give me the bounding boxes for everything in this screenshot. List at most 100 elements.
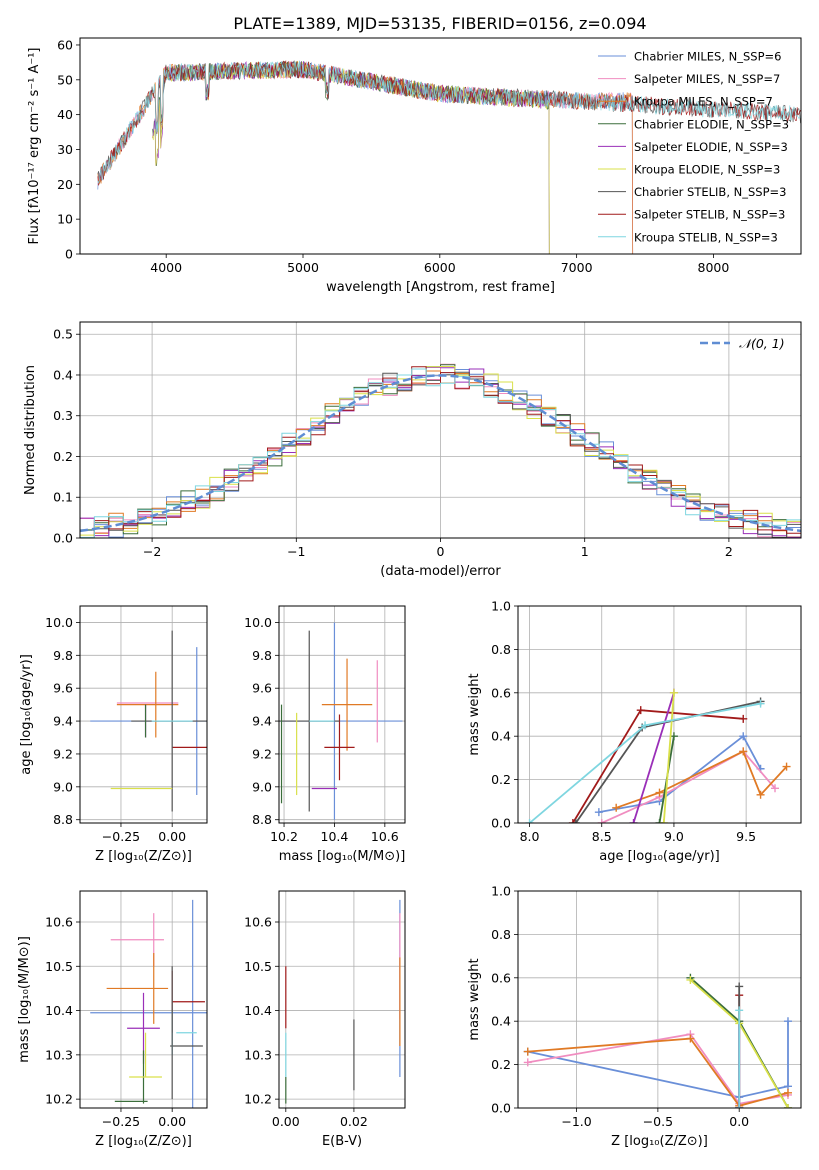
y-tick-label: 10.2 — [45, 1092, 73, 1107]
x-tick-label: −0.25 — [102, 829, 140, 844]
legend: 𝒩(0, 1) — [700, 336, 785, 351]
legend-entry: Chabrier ELODIE, N_SSP=3 — [634, 117, 789, 131]
weight-marker — [523, 1047, 532, 1056]
x-tick-label: 0.00 — [158, 1114, 186, 1129]
axes-frame — [79, 321, 802, 539]
plot-area — [90, 899, 207, 1108]
y-tick-label: 10.4 — [45, 1003, 73, 1018]
weight-marker — [641, 721, 650, 730]
y-tick-label: 0.2 — [491, 1057, 511, 1072]
y-tick-label: 10.5 — [45, 959, 73, 974]
panel-massweight_vs_Z: −1.0 −0.5 0.0 0.0 0.2 0.4 0.6 0.8 1.0 Z [log₁₀(Z/… — [467, 884, 802, 1149]
y-tick-label: 8.8 — [53, 812, 73, 827]
y-tick-label: 10.0 — [45, 615, 73, 630]
plot-area — [97, 59, 801, 254]
weight-marker — [568, 819, 577, 823]
legend-entry: Kroupa ELODIE, N_SSP=3 — [634, 163, 780, 177]
weight-marker — [597, 819, 606, 823]
x-tick-label: 8.0 — [520, 829, 540, 844]
legend-entry: Kroupa MILES, N_SSP=7 — [634, 95, 773, 109]
x-tick-label: 8.5 — [592, 829, 612, 844]
legend-entry: Kroupa STELIB, N_SSP=3 — [634, 230, 778, 244]
weight-marker — [739, 732, 748, 741]
weight-line — [632, 692, 675, 823]
y-tick-label: 10 — [57, 212, 73, 227]
y-tick-label: 0 — [65, 247, 73, 262]
legend-entry: Chabrier STELIB, N_SSP=3 — [634, 185, 786, 199]
y-tick-label: 10.3 — [45, 1047, 73, 1062]
legend: Chabrier MILES, N_SSP=6 Salpeter MILES, N… — [598, 50, 789, 244]
y-tick-label: 20 — [57, 177, 73, 192]
y-tick-label: 0.2 — [491, 772, 511, 787]
plot-area — [279, 622, 403, 820]
axes-frame — [517, 605, 802, 824]
weight-marker — [782, 762, 791, 771]
page-title: PLATE=1389, MJD=53135, FIBERID=0156, z=0… — [233, 14, 646, 33]
axes-frame — [79, 890, 208, 1109]
y-tick-label: 9.6 — [53, 681, 73, 696]
axes-frame — [79, 37, 802, 255]
x-axis-label: wavelength [Angstrom, rest frame] — [326, 280, 555, 295]
y-axis-label: mass weight — [467, 673, 482, 755]
panel-age_vs_mass: 10.2 10.4 10.6 8.8 9.0 9.2 9.4 9.6 9.8 10.0 mass [… — [244, 605, 406, 864]
spectrum-line — [97, 59, 801, 180]
x-tick-label: 0.00 — [158, 829, 186, 844]
x-tick-label: −1.0 — [561, 1114, 591, 1129]
x-tick-label: 9.0 — [664, 829, 684, 844]
x-tick-label: −0.5 — [643, 1114, 673, 1129]
y-tick-label: 8.8 — [252, 812, 272, 827]
weight-marker — [612, 803, 621, 812]
weight-marker — [783, 1104, 792, 1108]
x-tick-label: 4000 — [150, 260, 182, 275]
axes-frame — [79, 605, 208, 824]
panel-residuals: −2 −1 0 1 2 0.0 0.1 0.2 0.3 0.4 0.5 (data-model)/er… — [23, 321, 802, 579]
panel-mass_vs_EBV: 0.00 0.02 10.2 10.3 10.4 10.5 10.6 E(B-V) — [244, 890, 406, 1149]
panel-mass_vs_Z: −0.25 0.00 10.2 10.3 10.4 10.5 10.6 Z [log₁₀(Z/… — [17, 890, 208, 1149]
weight-marker — [594, 808, 603, 817]
weight-marker — [756, 699, 765, 708]
weight-marker — [756, 790, 765, 799]
x-tick-label: 0.0 — [729, 1114, 749, 1129]
y-tick-label: 40 — [57, 107, 73, 122]
x-axis-label: Z [log₁₀(Z/Z⊙)] — [95, 1134, 192, 1149]
y-tick-label: 50 — [57, 72, 73, 87]
weight-line — [601, 750, 776, 823]
weight-line — [572, 709, 744, 823]
weight-marker — [735, 1006, 744, 1015]
x-tick-label: 10.2 — [270, 829, 298, 844]
weight-marker — [735, 1104, 744, 1108]
y-tick-label: 9.4 — [53, 714, 73, 729]
weight-line — [598, 734, 762, 813]
axes-frame — [517, 890, 802, 1109]
weight-marker — [659, 819, 668, 823]
spectrum-line — [97, 60, 634, 254]
spectrum-line — [152, 60, 550, 254]
histogram-series — [80, 368, 801, 538]
normal-curve — [80, 374, 801, 533]
y-tick-label: 0.0 — [491, 816, 511, 831]
weight-marker — [655, 788, 664, 797]
plot-area — [523, 973, 792, 1108]
y-tick-label: 9.8 — [252, 648, 272, 663]
weight-marker — [686, 1034, 695, 1043]
x-tick-label: 0 — [437, 544, 445, 559]
weight-marker — [523, 1058, 532, 1067]
weight-marker — [571, 819, 580, 823]
axes-frame — [278, 605, 406, 824]
y-tick-label: 0.4 — [53, 367, 73, 382]
y-tick-label: 0.4 — [491, 1014, 511, 1029]
y-tick-label: 0.5 — [53, 327, 73, 342]
x-tick-label: 7000 — [561, 260, 593, 275]
weight-marker — [783, 1017, 792, 1026]
x-tick-label: 10.6 — [371, 829, 399, 844]
x-tick-label: −2 — [143, 544, 161, 559]
y-tick-label: 9.2 — [252, 746, 272, 761]
weight-marker — [735, 982, 744, 991]
x-axis-label: mass [log₁₀(M/M⊙)] — [279, 849, 406, 864]
y-axis-label: mass weight — [467, 958, 482, 1040]
y-axis-label: mass [log₁₀(M/M⊙)] — [17, 936, 32, 1063]
spectrum-line — [97, 60, 634, 254]
weight-marker — [771, 784, 780, 793]
y-tick-label: 10.6 — [244, 915, 272, 930]
x-tick-label: 2 — [725, 544, 733, 559]
